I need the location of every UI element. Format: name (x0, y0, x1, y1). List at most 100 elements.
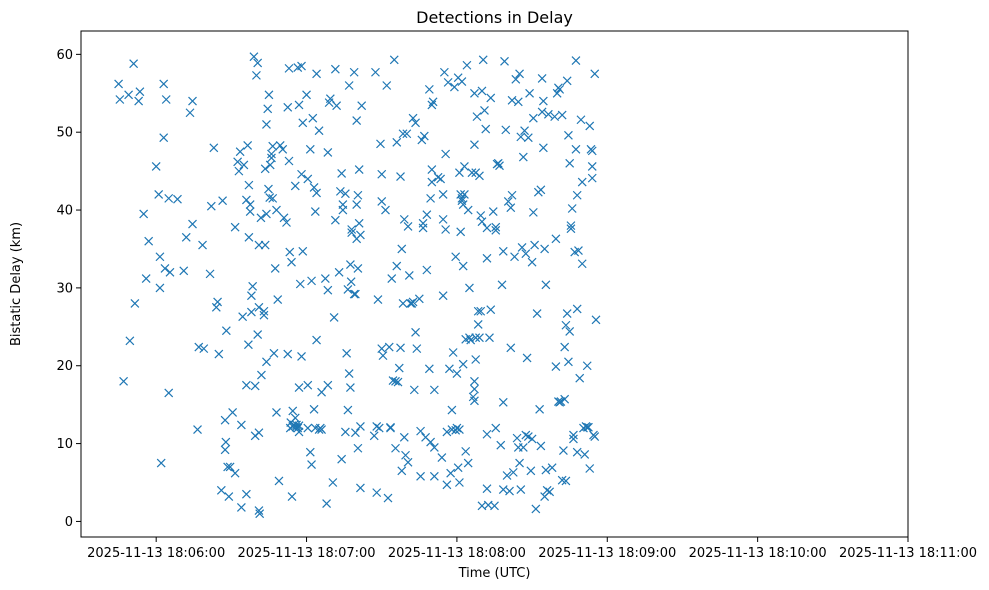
data-point (555, 84, 565, 94)
data-point (470, 384, 479, 394)
data-point (466, 335, 476, 345)
data-point (422, 265, 432, 275)
data-point (444, 364, 454, 374)
data-point (515, 69, 524, 79)
data-point (228, 408, 238, 417)
data-point (505, 486, 514, 496)
data-point (560, 394, 570, 404)
data-point (283, 102, 293, 112)
data-point (357, 101, 367, 111)
data-point (340, 427, 350, 437)
data-point (528, 113, 538, 123)
y-tick-label: 30 (56, 281, 73, 296)
data-point (259, 310, 269, 320)
data-point (418, 218, 428, 228)
data-point (298, 118, 308, 128)
data-point (347, 228, 357, 238)
data-point (254, 506, 264, 515)
data-point (537, 74, 547, 83)
data-point (512, 433, 522, 443)
data-point (198, 240, 207, 250)
data-point (470, 88, 479, 98)
data-point (536, 185, 546, 195)
data-point (403, 457, 413, 467)
data-point (411, 327, 420, 337)
data-point (498, 246, 508, 256)
data-point (236, 420, 246, 430)
data-point (490, 501, 499, 511)
data-point (303, 423, 313, 433)
data-point (417, 135, 427, 145)
data-point (439, 67, 449, 77)
data-point (376, 139, 385, 149)
data-point (437, 453, 447, 463)
data-point (384, 342, 394, 352)
data-point (542, 485, 552, 495)
data-point (473, 306, 483, 316)
data-point (564, 357, 573, 367)
data-point (552, 88, 562, 98)
x-tick-label: 2025-11-13 18:08:00 (388, 546, 526, 561)
data-point (216, 485, 226, 495)
data-point (495, 161, 504, 171)
data-point (344, 81, 354, 90)
data-point (244, 180, 254, 190)
data-point (446, 468, 456, 478)
data-point (338, 200, 348, 210)
data-point (582, 361, 592, 371)
data-point (308, 113, 318, 123)
data-point (303, 380, 313, 390)
data-point (353, 190, 363, 200)
data-point (585, 121, 595, 131)
data-point (287, 492, 297, 501)
y-tick-label: 20 (56, 359, 73, 374)
data-point (295, 279, 305, 289)
data-point (290, 181, 300, 191)
data-point (235, 147, 245, 157)
data-point (257, 370, 266, 380)
data-point (515, 458, 524, 468)
data-point (478, 55, 488, 65)
data-point (472, 112, 482, 122)
data-point (244, 232, 254, 242)
data-point (424, 84, 434, 94)
data-point (561, 320, 571, 330)
data-point (372, 488, 382, 498)
x-axis-ticks: 2025-11-13 18:06:00 2025-11-13 18:07:00 20… (87, 537, 977, 561)
data-point (223, 462, 233, 472)
data-point (511, 74, 521, 84)
data-point (372, 422, 382, 431)
data-point (264, 90, 274, 100)
data-point (408, 113, 418, 123)
data-point (342, 348, 352, 358)
data-point (392, 261, 402, 271)
data-point (260, 164, 270, 174)
data-point (516, 132, 526, 142)
data-point (241, 380, 251, 390)
data-point (239, 160, 249, 170)
data-point (461, 446, 471, 456)
data-point (470, 140, 479, 150)
data-point (155, 283, 165, 293)
data-point (488, 207, 498, 217)
data-point (345, 383, 355, 392)
data-point (245, 207, 255, 217)
data-point (530, 240, 540, 250)
data-point (574, 246, 583, 255)
data-point (234, 166, 244, 176)
data-point (543, 109, 553, 119)
data-point (473, 320, 483, 329)
data-point (576, 115, 586, 125)
data-point (550, 112, 560, 122)
data-point (264, 184, 273, 194)
data-point (314, 126, 324, 136)
data-point (558, 446, 568, 456)
data-point (350, 289, 360, 299)
data-point (470, 396, 479, 406)
data-point (438, 190, 448, 199)
data-point (513, 97, 523, 107)
data-point (433, 172, 443, 182)
data-point (302, 90, 311, 100)
data-point (241, 195, 251, 205)
data-point (159, 79, 169, 89)
